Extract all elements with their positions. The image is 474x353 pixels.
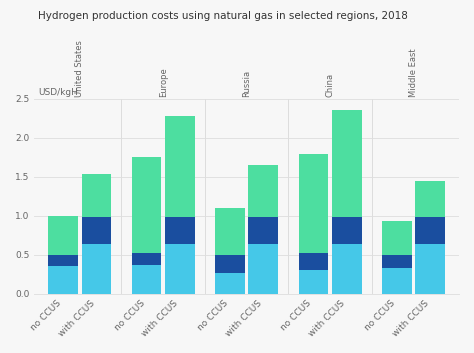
Bar <box>332 110 362 217</box>
Bar <box>215 208 245 255</box>
Bar <box>332 245 362 294</box>
Text: Middle East: Middle East <box>409 49 418 97</box>
Text: Hydrogen production costs using natural gas in selected regions, 2018: Hydrogen production costs using natural … <box>38 11 408 20</box>
Text: Europe: Europe <box>159 67 168 97</box>
Bar <box>382 268 412 294</box>
Bar <box>299 253 328 270</box>
Bar <box>48 266 78 294</box>
Bar <box>48 255 78 266</box>
Bar <box>299 154 328 253</box>
Bar <box>82 245 111 294</box>
Bar <box>82 217 111 245</box>
Bar <box>132 157 161 253</box>
Bar <box>415 217 445 245</box>
Text: China: China <box>326 73 335 97</box>
Bar <box>415 245 445 294</box>
Text: Russia: Russia <box>242 70 251 97</box>
Bar <box>382 255 412 268</box>
Bar <box>415 181 445 217</box>
Bar <box>248 245 278 294</box>
Bar <box>248 165 278 217</box>
Bar <box>165 245 195 294</box>
Text: United States: United States <box>75 40 84 97</box>
Bar <box>332 217 362 245</box>
Bar <box>299 270 328 294</box>
Bar <box>82 174 111 217</box>
Bar <box>248 217 278 245</box>
Bar <box>382 221 412 255</box>
Bar <box>48 216 78 255</box>
Bar <box>165 116 195 217</box>
Bar <box>132 253 161 265</box>
Bar <box>132 265 161 294</box>
Text: USD/kgH: USD/kgH <box>38 88 78 97</box>
Bar <box>165 217 195 245</box>
Bar <box>215 273 245 294</box>
Bar <box>215 255 245 273</box>
